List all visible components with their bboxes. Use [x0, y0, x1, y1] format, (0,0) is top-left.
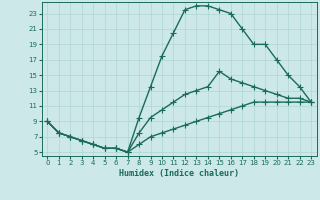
X-axis label: Humidex (Indice chaleur): Humidex (Indice chaleur)	[119, 169, 239, 178]
